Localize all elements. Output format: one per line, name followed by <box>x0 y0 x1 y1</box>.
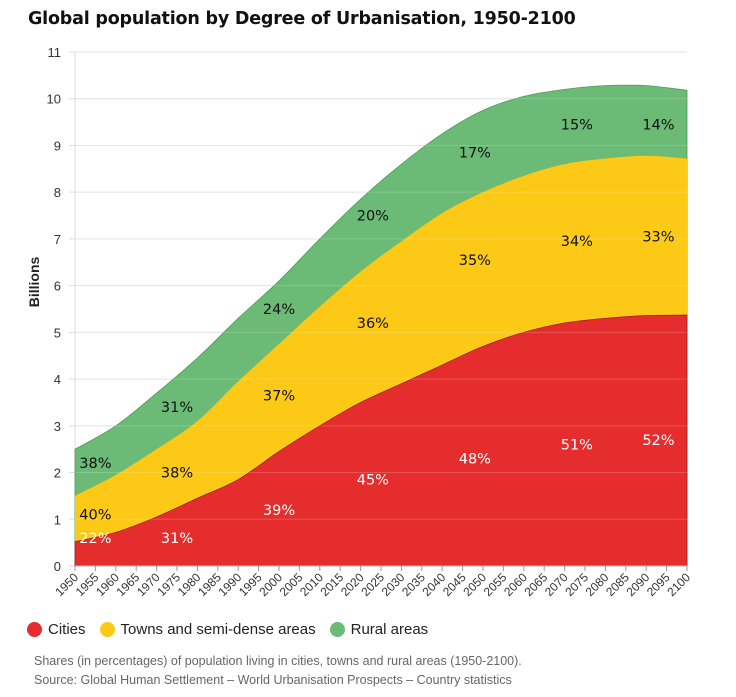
y-tick-label: 6 <box>54 279 61 294</box>
y-tick-label: 11 <box>48 45 62 60</box>
legend-swatch-towns <box>99 622 115 637</box>
percentage-label: 45% <box>357 473 389 489</box>
y-tick-label: 8 <box>54 185 61 200</box>
percentage-label: 38% <box>79 456 111 472</box>
x-tick-label: 2100 <box>664 570 693 599</box>
legend-swatch-rural <box>329 622 345 637</box>
percentage-label: 14% <box>642 117 674 133</box>
area-cities <box>74 314 688 567</box>
percentage-label: 40% <box>79 508 111 524</box>
percentage-label: 35% <box>459 253 491 269</box>
percentage-label: 52% <box>642 433 674 449</box>
percentage-label: 37% <box>263 388 295 404</box>
legend-label: Cities <box>48 621 86 638</box>
percentage-label: 17% <box>459 145 491 161</box>
percentage-label: 34% <box>561 234 593 250</box>
percentage-label: 22% <box>79 531 111 547</box>
legend-item-rural: Rural areas <box>329 621 429 638</box>
legend-item-towns: Towns and semi-dense areas <box>99 621 316 638</box>
y-tick-label: 2 <box>54 466 61 481</box>
y-axis-label: Billions <box>26 257 42 308</box>
y-tick-label: 5 <box>54 325 61 340</box>
y-tick-label: 1 <box>54 512 61 527</box>
x-axis: 1950195519601965197019751980198519901995… <box>52 565 693 599</box>
areas <box>74 51 688 567</box>
y-tick-label: 10 <box>47 92 61 107</box>
percentage-label: 20% <box>357 209 389 225</box>
percentage-label: 36% <box>357 316 389 332</box>
percentage-label: 33% <box>642 230 674 246</box>
percentage-label: 31% <box>161 400 193 416</box>
percentage-label: 38% <box>161 466 193 482</box>
percentage-label: 15% <box>561 117 593 133</box>
percentage-label: 31% <box>161 531 193 547</box>
y-axis: 0 1 2 3 4 5 6 7 8 9 10 11 <box>47 45 61 574</box>
legend-item-cities: Cities <box>27 621 86 638</box>
percentage-label: 24% <box>263 302 295 318</box>
caption: Shares (in percentages) of population li… <box>34 654 522 668</box>
y-tick-label: 9 <box>54 138 61 153</box>
y-tick-label: 7 <box>54 232 61 247</box>
legend-label: Towns and semi-dense areas <box>120 621 316 638</box>
legend-swatch-cities <box>27 622 42 637</box>
y-tick-label: 4 <box>54 372 61 387</box>
data-labels: 38% 40% 22% 31% 38% 31% 24% 37% 39% 20% 36% 45% 17% 3… <box>79 117 674 547</box>
chart-title: Global population by Degree of Urbanisat… <box>28 9 576 29</box>
y-tick-label: 0 <box>54 559 61 574</box>
percentage-label: 48% <box>459 452 491 468</box>
source-note: Source: Global Human Settlement – World … <box>34 673 512 687</box>
percentage-label: 39% <box>263 503 295 519</box>
legend-label: Rural areas <box>350 621 429 638</box>
percentage-label: 51% <box>561 438 593 454</box>
y-tick-label: 3 <box>54 419 61 434</box>
legend: Cities Towns and semi-dense areas Rural … <box>27 621 442 638</box>
